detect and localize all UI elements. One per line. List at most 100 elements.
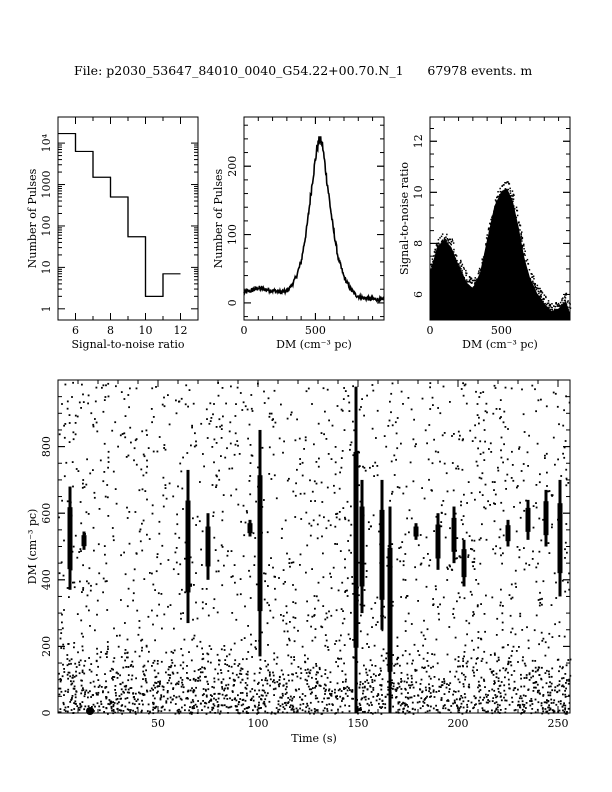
- dm-time-point: [338, 658, 340, 660]
- dm-time-point: [84, 660, 87, 662]
- dm-time-point: [310, 688, 313, 691]
- dm-time-point: [182, 667, 184, 670]
- dm-time-point: [349, 448, 351, 451]
- dm-time-point: [448, 564, 451, 567]
- dm-time-point: [564, 541, 567, 544]
- snr-point: [504, 188, 507, 190]
- dm-time-point: [74, 414, 77, 417]
- dm-time-point: [358, 451, 360, 454]
- dm-time-point: [110, 667, 113, 670]
- dm-time-point: [388, 419, 391, 422]
- dm-time-point: [116, 708, 119, 710]
- dm-time-point: [419, 563, 422, 566]
- dm-time-point: [150, 687, 153, 690]
- dm-time-point: [103, 442, 106, 445]
- dm-time-point: [507, 660, 510, 663]
- dm-time-point: [249, 575, 252, 578]
- dm-time-point: [179, 697, 182, 700]
- dm-time-point: [261, 694, 264, 697]
- dm-time-point: [460, 702, 463, 705]
- dm-time-point: [464, 696, 467, 699]
- dm-time-point: [521, 708, 524, 711]
- snr-point: [511, 197, 513, 200]
- dm-time-point: [131, 660, 134, 663]
- dm-time-point: [556, 405, 559, 408]
- dm-time-point: [133, 698, 136, 701]
- dm-time-point: [157, 710, 160, 712]
- dm-time-point: [248, 480, 251, 482]
- dm-time-point: [228, 706, 231, 709]
- dm-time-point: [288, 679, 290, 682]
- dm-time-point: [266, 679, 269, 682]
- dm-time-point: [309, 692, 312, 695]
- dm-time-point: [398, 701, 401, 703]
- dm-time-point: [344, 590, 347, 592]
- dm-time-point: [156, 660, 159, 662]
- dm-time-point: [263, 703, 266, 706]
- dm-time-point: [338, 639, 341, 642]
- dm-time-point: [81, 669, 84, 672]
- dm-time-point: [548, 706, 550, 709]
- dm-time-point: [406, 595, 409, 597]
- dm-time-point: [535, 410, 537, 413]
- dm-time-point: [339, 688, 341, 691]
- dm-time-point: [281, 711, 284, 714]
- dm-time-point: [387, 686, 389, 689]
- dm-time-point: [380, 707, 383, 709]
- dm-time-point: [466, 709, 468, 712]
- dm-time-point: [327, 453, 330, 455]
- dm-time-point: [267, 669, 270, 672]
- dm-time-point: [124, 705, 127, 708]
- dm-time-point: [538, 481, 541, 484]
- dm-time-point: [528, 673, 531, 676]
- dm-time-point: [138, 691, 140, 694]
- dm-time-point: [272, 616, 275, 619]
- dm-time-point: [249, 597, 252, 599]
- dm-time-point: [61, 675, 64, 678]
- dm-time-point: [190, 583, 193, 586]
- dm-time-point: [394, 663, 397, 666]
- snr-point: [520, 233, 522, 236]
- dm-time-point: [348, 401, 351, 404]
- dm-time-point: [567, 659, 570, 661]
- dm-time-point: [426, 628, 429, 631]
- dm-time-point: [538, 550, 541, 553]
- dm-time-point: [500, 699, 503, 702]
- dm-time-point: [291, 699, 293, 702]
- dm-time-point: [331, 424, 334, 427]
- dm-time-point: [190, 659, 193, 662]
- dm-time-point: [82, 393, 84, 396]
- dm-time-point: [215, 484, 218, 487]
- dm-time-point: [183, 638, 186, 641]
- dm-time-point: [272, 425, 275, 428]
- dm-time-point: [298, 688, 300, 691]
- snr-point: [470, 277, 472, 279]
- snr-point: [533, 278, 535, 280]
- dm-time-point: [311, 615, 314, 618]
- dm-time-point: [124, 697, 127, 700]
- dm-time-point: [126, 506, 128, 509]
- dm-time-point: [194, 703, 197, 706]
- dm-time-point: [236, 593, 239, 596]
- dm-time-point: [328, 688, 331, 691]
- dm-time-point: [207, 688, 210, 691]
- dm-time-point: [461, 672, 463, 675]
- dm-time-point: [506, 473, 509, 476]
- dm-time-point: [115, 502, 118, 505]
- dm-time-point: [568, 680, 570, 682]
- snr-point: [503, 184, 505, 186]
- dm-time-point: [372, 673, 375, 676]
- dm-time-point: [68, 596, 70, 598]
- dm-time-point: [58, 433, 61, 436]
- dm-time-point: [372, 687, 375, 689]
- dm-time-point: [58, 693, 61, 696]
- snr-point: [506, 192, 508, 195]
- dm-time-point: [123, 685, 126, 688]
- dm-time-point: [540, 398, 542, 401]
- dm-time-point: [547, 646, 550, 649]
- dm-time-point: [192, 402, 195, 405]
- dm-time-point: [421, 487, 423, 489]
- dm-time-point: [117, 672, 120, 675]
- dm-time-point: [76, 556, 79, 559]
- snr-point: [553, 305, 555, 307]
